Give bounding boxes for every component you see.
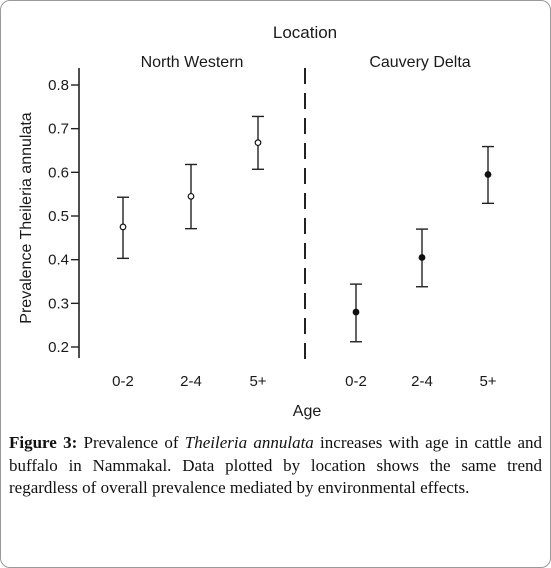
figure-chart: Location North Western Cauvery Delta Pre… [18,23,497,420]
x-tick-label: 5+ [479,373,496,390]
data-point-marker [187,192,195,200]
y-tick-label: 0.6 [48,164,69,181]
data-point-marker [352,308,360,316]
y-tick-label: 0.8 [48,77,69,94]
x-tick-label: 0-2 [345,373,367,390]
x-tick-label: 5+ [249,373,266,390]
y-tick-label: 0.5 [48,208,69,225]
caption-label: Figure 3: [9,433,78,452]
y-tick-label: 0.7 [48,121,69,138]
data-point-marker [418,254,426,261]
x-axis-ticks: 0-2 2-4 5+ 0-2 2-4 5+ [112,373,497,390]
panel-title-north-western: North Western [141,54,244,71]
data-point-marker [119,223,127,231]
data-point-marker [254,139,262,147]
data-points [117,115,494,343]
x-tick-label: 0-2 [112,373,134,390]
caption-text-start: Prevalence of [77,433,185,452]
caption-text-end: increases with age in cattle and buffalo… [9,433,542,497]
y-tick-label: 0.2 [48,339,69,356]
panel-title-cauvery-delta: Cauvery Delta [369,54,470,71]
y-axis-ticks: 0.2 0.3 0.4 0.5 0.6 0.7 0.8 [48,77,79,356]
chart-title: Location [273,23,337,42]
y-tick-label: 0.3 [48,295,69,312]
x-tick-label: 2-4 [411,373,433,390]
y-axis-label: Prevalence Theileria annulata [18,112,35,324]
x-axis-label: Age [293,403,322,420]
caption-species: Theileria annulata [184,433,314,452]
y-tick-label: 0.4 [48,252,69,269]
data-point-marker [484,171,492,178]
figure-caption: Figure 3: Prevalence of Theileria annula… [9,432,542,500]
x-tick-label: 2-4 [180,373,202,390]
